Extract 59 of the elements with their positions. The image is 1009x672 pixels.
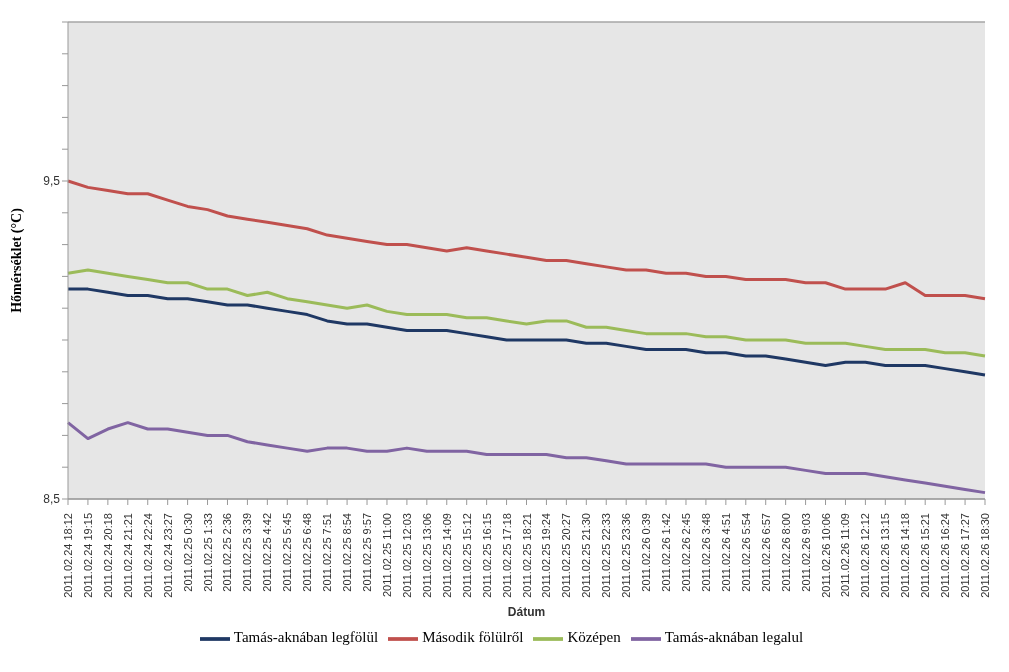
x-tick-label: 2011.02.24 20:18: [101, 513, 114, 598]
x-tick-label: 2011.02.25 17:18: [500, 513, 513, 598]
x-tick-label: 2011.02.25 16:15: [480, 513, 493, 598]
x-tick-label: 2011.02.24 23:27: [161, 513, 174, 598]
legend-label: Tamás-aknában legfölül: [233, 629, 379, 646]
x-tick-label: 2011.02.26 4:51: [719, 513, 732, 592]
x-tick-label: 2011.02.25 15:12: [460, 513, 473, 598]
x-tick-label: 2011.02.25 5:45: [281, 513, 294, 592]
x-axis-title: Dátum: [507, 605, 546, 619]
x-tick-label: 2011.02.26 8:00: [779, 513, 792, 592]
x-tick-label: 2011.02.24 22:24: [141, 513, 154, 598]
x-tick-label: 2011.02.25 19:24: [540, 513, 553, 598]
x-tick-label: 2011.02.24 21:21: [121, 513, 134, 598]
x-tick-label: 2011.02.25 1:33: [201, 513, 214, 592]
x-tick-label: 2011.02.25 23:36: [620, 513, 633, 598]
y-axis-title: Hőmérséklet (°C): [8, 207, 25, 313]
x-tick-label: 2011.02.25 14:09: [440, 513, 453, 598]
line-series: [66, 421, 987, 495]
x-tick-label: 2011.02.25 2:36: [221, 513, 234, 592]
line-series: [66, 179, 987, 301]
x-tick-label: 2011.02.25 21:30: [580, 513, 593, 598]
x-tick-label: 2011.02.25 8:54: [341, 513, 354, 592]
x-tick-label: 2011.02.25 7:51: [321, 513, 334, 592]
x-tick-label: 2011.02.26 14:18: [899, 513, 912, 598]
x-tick-label: 2011.02.25 22:33: [600, 513, 613, 598]
x-tick-label: 2011.02.26 18:30: [979, 513, 991, 598]
x-tick-label: 2011.02.24 18:12: [62, 513, 74, 598]
x-tick-label: 2011.02.25 11:00: [380, 513, 393, 598]
x-tick-label: 2011.02.26 6:57: [759, 513, 772, 592]
x-tick-label: 2011.02.26 12:12: [859, 513, 872, 598]
x-tick-label: 2011.02.26 13:15: [879, 513, 892, 598]
x-tick-label: 2011.02.25 9:57: [361, 513, 374, 592]
x-tick-label: 2011.02.26 16:24: [939, 513, 952, 598]
line-series: [66, 268, 987, 358]
x-tick-label: 2011.02.26 10:06: [819, 513, 832, 598]
x-tick-label: 2011.02.26 15:21: [919, 513, 932, 598]
x-tick-label: 2011.02.25 6:48: [301, 513, 314, 592]
x-tick-label: 2011.02.26 3:48: [699, 513, 712, 592]
x-tick-label: 2011.02.26 9:03: [799, 513, 812, 592]
x-tick-label: 2011.02.26 17:27: [959, 513, 972, 598]
x-tick-label: 2011.02.24 19:15: [81, 513, 94, 598]
x-tick-label: 2011.02.25 20:27: [560, 513, 573, 598]
legend-label: Második fölülről: [422, 629, 524, 646]
x-tick-label: 2011.02.25 18:21: [520, 513, 533, 598]
x-tick-label: 2011.02.25 13:06: [420, 513, 433, 598]
x-tick-label: 2011.02.25 3:39: [241, 513, 254, 592]
x-tick-label: 2011.02.25 0:30: [181, 513, 194, 592]
x-tick-label: 2011.02.25 12:03: [400, 513, 413, 598]
legend-label: Tamás-aknában legalul: [664, 629, 804, 646]
x-tick-label: 2011.02.26 1:42: [660, 513, 673, 592]
line-series: [66, 287, 987, 377]
x-tick-label: 2011.02.26 11:09: [839, 513, 852, 598]
x-tick-label: 2011.02.26 2:45: [679, 513, 692, 592]
x-tick-label: 2011.02.26 0:39: [640, 513, 653, 592]
y-tick-label: 9,5: [43, 174, 61, 189]
legend-label: Középen: [567, 629, 621, 646]
y-tick-label: 8,5: [43, 492, 61, 507]
x-tick-label: 2011.02.26 5:54: [739, 513, 752, 592]
x-tick-label: 2011.02.25 4:42: [261, 513, 274, 592]
